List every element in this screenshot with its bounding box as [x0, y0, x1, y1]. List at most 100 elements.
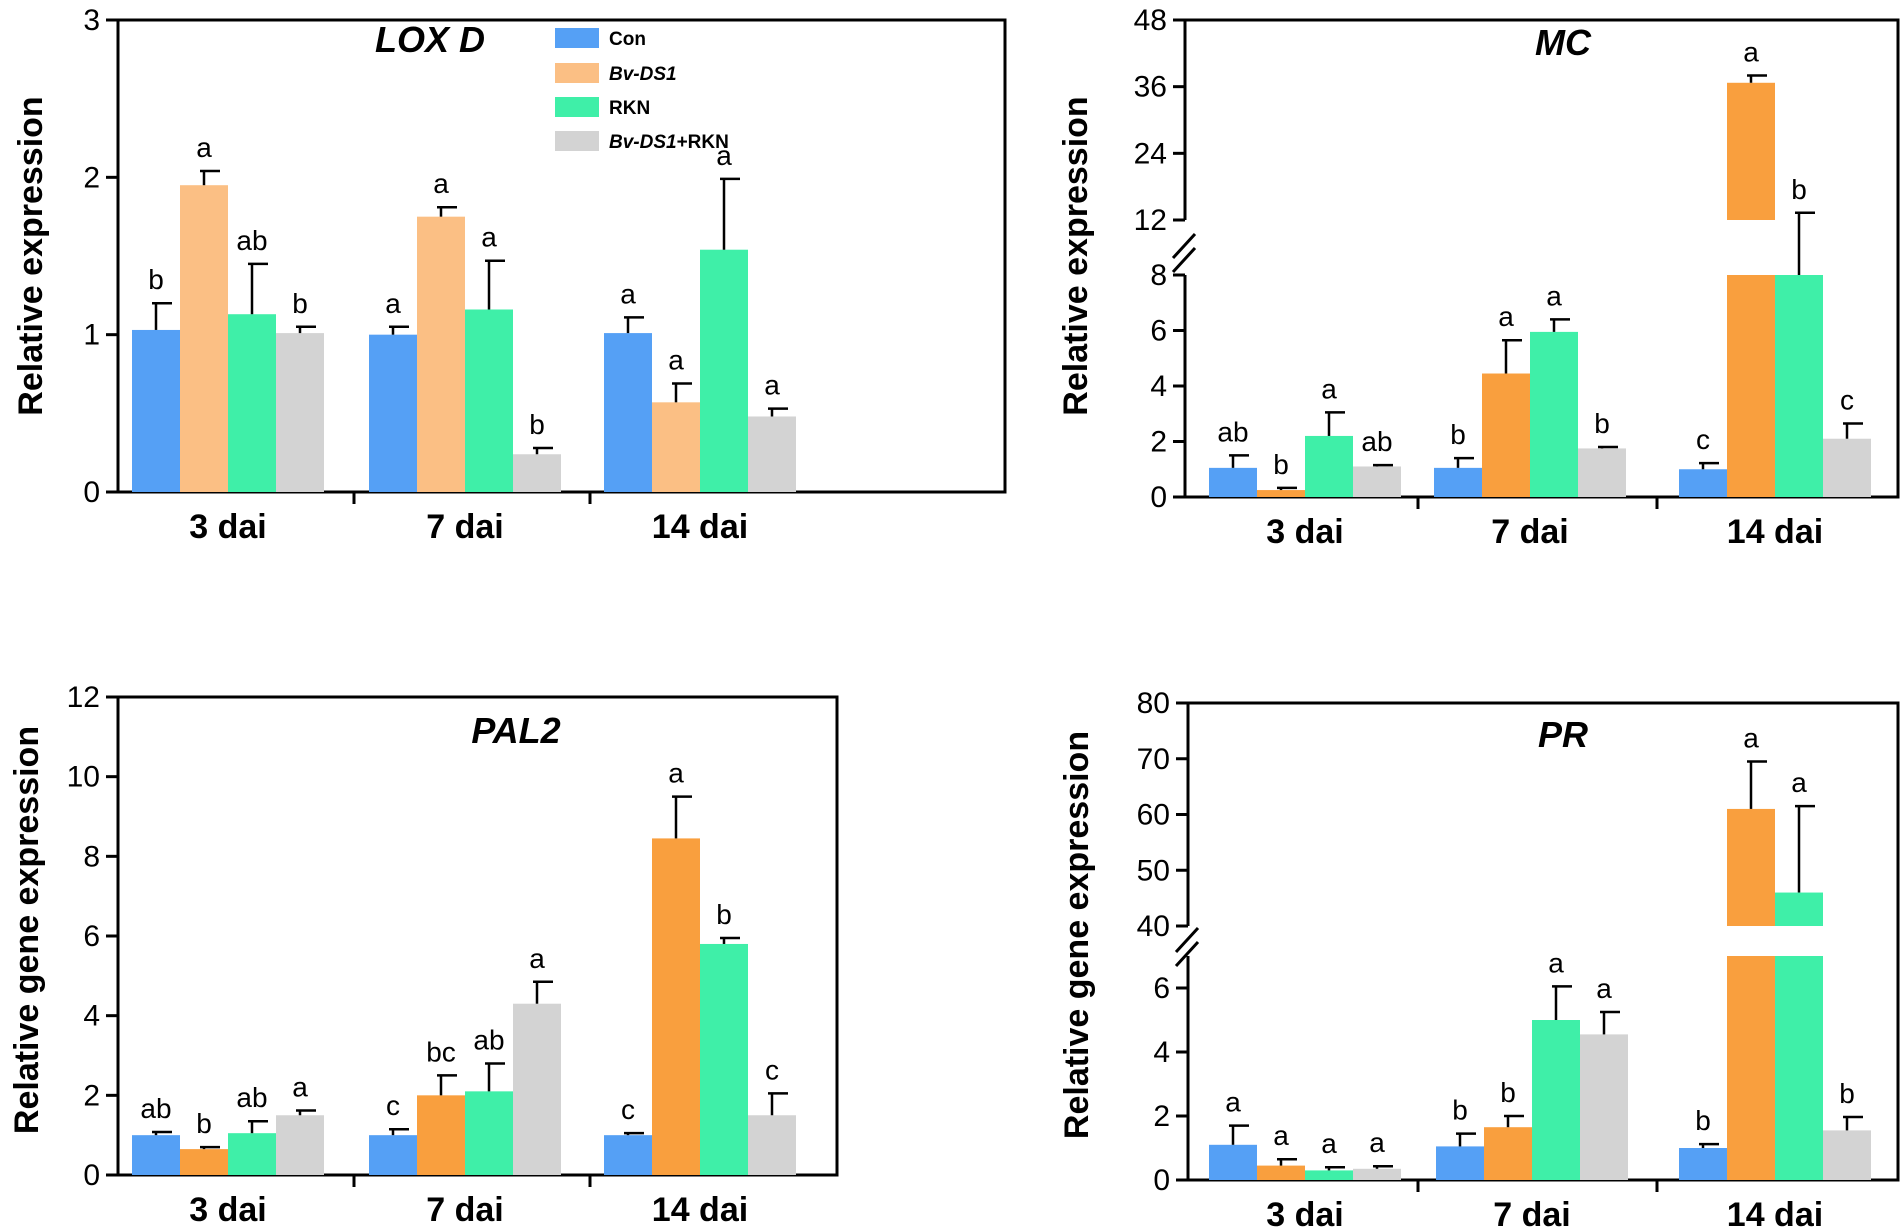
significance-label: ab — [1217, 416, 1248, 447]
y-tick-label: 24 — [1134, 137, 1167, 170]
significance-label: a — [1225, 1087, 1241, 1118]
legend-label-4: Bv-DS1+RKN — [609, 132, 729, 153]
significance-label: ab — [1361, 426, 1392, 457]
bar-rkn-7-dai — [1530, 331, 1578, 497]
bar-bv-ds1-3-dai — [180, 185, 228, 492]
y-tick-label: 0 — [83, 1159, 100, 1192]
bar-rkn-14-dai-upper — [1775, 892, 1823, 926]
axis-break-mark — [1171, 246, 1197, 274]
bar-rkn-3-dai — [228, 1133, 276, 1175]
bar-bv-ds1-3-dai — [1257, 490, 1305, 497]
bar-bv-ds1-rkn-3-dai — [276, 333, 324, 492]
significance-label: a — [529, 943, 545, 974]
legend: Con Bv-DS1 RKN Bv-DS1+RKN — [555, 28, 729, 153]
significance-label: a — [385, 288, 401, 319]
significance-label: ab — [140, 1093, 171, 1124]
significance-label: a — [716, 140, 732, 171]
y-tick-label: 0 — [1153, 1164, 1170, 1197]
significance-label: a — [292, 1071, 308, 1102]
bar-rkn-14-dai — [1775, 275, 1823, 497]
y-tick-label: 60 — [1137, 799, 1170, 832]
bar-con-7-dai — [369, 1135, 417, 1175]
x-tick-label-7-dai: 7 dai — [426, 1191, 503, 1229]
bar-bv-ds1-rkn-7-dai — [1580, 1034, 1628, 1180]
x-tick-label-7-dai: 7 dai — [1491, 513, 1568, 551]
axis-break-mark — [1174, 940, 1200, 968]
x-tick-label-14-dai: 14 dai — [652, 508, 748, 546]
bar-bv-ds1-7-dai — [417, 216, 465, 492]
bar-bv-ds1-14-dai — [652, 838, 700, 1175]
bar-rkn-14-dai — [700, 249, 748, 492]
bar-bv-ds1-rkn-14-dai — [748, 416, 796, 492]
significance-label: b — [292, 288, 308, 319]
significance-label: a — [764, 370, 780, 401]
bar-rkn-3-dai — [228, 314, 276, 492]
significance-label: b — [1452, 1095, 1468, 1126]
significance-label: ab — [236, 225, 267, 256]
bar-rkn-7-dai — [465, 1091, 513, 1175]
bar-con-7-dai — [369, 334, 417, 492]
bar-con-14-dai — [604, 1135, 652, 1175]
x-tick-label-7-dai: 7 dai — [1493, 1196, 1570, 1229]
significance-label: a — [1791, 767, 1807, 798]
bar-bv-ds1-14-dai — [1727, 956, 1775, 1180]
bar-con-14-dai — [1679, 469, 1727, 497]
bar-con-3-dai — [1209, 467, 1257, 497]
bar-bv-ds1-rkn-14-dai — [1823, 1130, 1871, 1180]
significance-label: b — [196, 1108, 212, 1139]
bar-bv-ds1-14-dai — [652, 402, 700, 492]
chart-title: LOX D — [375, 19, 485, 60]
bar-bv-ds1-rkn-3-dai — [1353, 1168, 1401, 1180]
significance-label: ab — [236, 1082, 267, 1113]
bar-rkn-7-dai — [1532, 1020, 1580, 1180]
significance-label: b — [1791, 174, 1807, 205]
y-tick-label: 4 — [1153, 1036, 1170, 1069]
significance-label: b — [1450, 419, 1466, 450]
chart-title: MC — [1535, 22, 1592, 63]
x-tick-label-3-dai: 3 dai — [1266, 513, 1343, 551]
significance-label: a — [620, 278, 636, 309]
y-tick-label: 0 — [1150, 481, 1167, 514]
x-tick-label-3-dai: 3 dai — [189, 1191, 266, 1229]
significance-label: a — [668, 344, 684, 375]
plot-frame — [1186, 701, 1900, 1182]
bar-rkn-14-dai — [1775, 956, 1823, 1180]
significance-label: a — [433, 168, 449, 199]
bar-bv-ds1-3-dai — [1257, 1165, 1305, 1180]
y-tick-label: 1 — [83, 319, 100, 352]
bar-bv-ds1-7-dai — [1482, 373, 1530, 497]
x-tick-label-14-dai: 14 dai — [1727, 1196, 1823, 1229]
y-axis-label: Relative gene expression — [1058, 731, 1096, 1139]
significance-label: bc — [426, 1036, 456, 1067]
y-tick-label: 0 — [83, 476, 100, 509]
y-tick-label: 2 — [1153, 1100, 1170, 1133]
x-tick-label-7-dai: 7 dai — [426, 508, 503, 546]
significance-label: a — [1321, 1128, 1337, 1159]
significance-label: b — [529, 409, 545, 440]
x-tick-label-14-dai: 14 dai — [1727, 513, 1823, 551]
plot-frame — [116, 18, 1007, 494]
chart-pr: PR Relative gene expression 0 2 4 6 40 50 60 70 80… — [1058, 687, 1900, 1229]
bar-con-14-dai — [1679, 1148, 1727, 1180]
x-tick-label-14-dai: 14 dai — [652, 1191, 748, 1229]
bar-bv-ds1-14-dai — [1727, 275, 1775, 497]
y-tick-label: 10 — [67, 761, 100, 794]
legend-label-2: Bv-DS1 — [609, 64, 677, 85]
significance-label: a — [1743, 37, 1759, 68]
significance-label: b — [1273, 449, 1289, 480]
significance-label: b — [1695, 1105, 1711, 1136]
significance-label: b — [1500, 1077, 1516, 1108]
bar-rkn-3-dai — [1305, 435, 1353, 497]
y-tick-label: 2 — [1150, 426, 1167, 459]
y-tick-label: 50 — [1137, 854, 1170, 887]
significance-label: c — [1840, 384, 1854, 415]
significance-label: c — [765, 1054, 779, 1085]
legend-swatch-3 — [555, 97, 599, 117]
significance-label: b — [716, 899, 732, 930]
bar-bv-ds1-3-dai — [180, 1149, 228, 1175]
y-axis-label: Relative expression — [12, 96, 50, 415]
y-tick-label: 12 — [67, 681, 100, 714]
significance-label: b — [148, 264, 164, 295]
bar-bv-ds1-rkn-7-dai — [513, 454, 561, 492]
